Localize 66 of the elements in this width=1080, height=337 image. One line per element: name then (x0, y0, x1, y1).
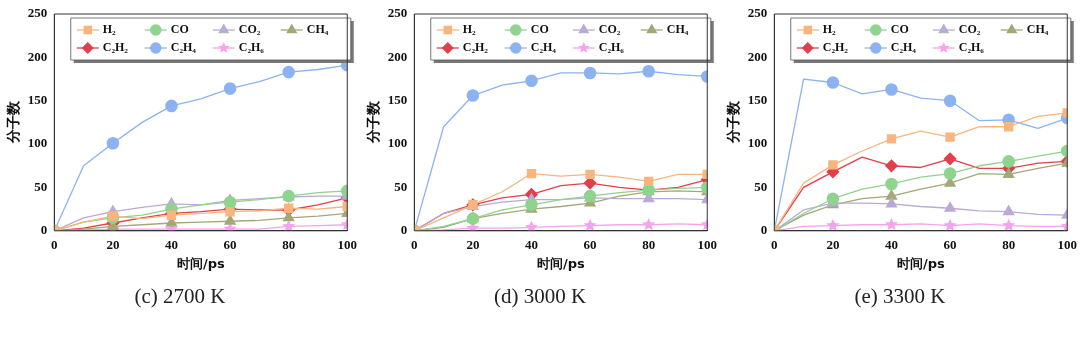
x-tick-label: 20 (466, 236, 480, 252)
x-tick-label: 100 (1057, 236, 1077, 252)
x-tick-label: 100 (697, 236, 717, 252)
y-tick-label: 100 (27, 135, 48, 151)
legend-label: CO₂ (598, 22, 621, 37)
legend-label: CO (890, 22, 909, 37)
y-axis-title: 分子数 (365, 100, 382, 145)
x-tick-label: 40 (164, 236, 178, 252)
legend-label: CH₄ (306, 22, 329, 37)
x-tick-label: 0 (51, 236, 58, 252)
legend-label: C₂H₂ (102, 40, 129, 55)
legend-label: C₂H₆ (238, 40, 265, 55)
x-tick-label: 20 (826, 236, 840, 252)
y-axis-title: 分子数 (5, 100, 22, 145)
x-tick-label: 60 (223, 236, 237, 252)
y-tick-label: 200 (27, 48, 48, 64)
x-tick-label: 40 (524, 236, 538, 252)
legend-label: CO (530, 22, 549, 37)
y-tick-label: 0 (760, 222, 768, 238)
y-tick-label: 150 (27, 92, 48, 108)
legend-label: CO (170, 22, 189, 37)
x-tick-label: 80 (282, 236, 296, 252)
legend-label: H₂ (102, 22, 117, 37)
y-tick-label: 150 (747, 92, 768, 108)
x-tick-label: 60 (583, 236, 597, 252)
y-tick-label: 0 (40, 222, 48, 238)
legend-label: CO₂ (958, 22, 981, 37)
x-tick-label: 0 (411, 236, 418, 252)
y-tick-label: 200 (747, 48, 768, 64)
x-axis-title: 时间/ps (176, 255, 225, 271)
y-tick-label: 150 (387, 92, 408, 108)
legend-label: C₂H₂ (462, 40, 489, 55)
y-tick-label: 100 (747, 135, 768, 151)
legend-label: C₂H₂ (822, 40, 849, 55)
x-axis-title: 时间/ps (896, 255, 945, 271)
legend-label: C₂H₆ (958, 40, 985, 55)
y-tick-label: 250 (387, 5, 408, 21)
y-axis-title: 分子数 (725, 100, 742, 145)
y-tick-label: 250 (747, 5, 768, 21)
y-tick-label: 0 (400, 222, 408, 238)
x-axis-title: 时间/ps (536, 255, 585, 271)
y-tick-label: 50 (394, 178, 408, 194)
x-tick-label: 100 (337, 236, 357, 252)
text: (c) 2700 K (134, 284, 226, 309)
y-tick-label: 250 (27, 5, 48, 21)
text: (d) 3000 K (493, 284, 587, 309)
x-tick-label: 60 (943, 236, 957, 252)
legend-label: H₂ (462, 22, 477, 37)
text: (e) 3300 K (854, 284, 946, 309)
legend-label: C₂H₆ (598, 40, 625, 55)
x-tick-label: 20 (106, 236, 120, 252)
legend-label: CO₂ (238, 22, 261, 37)
x-tick-label: 80 (1002, 236, 1016, 252)
y-tick-label: 50 (754, 178, 768, 194)
legend-label: C₂H₄ (890, 40, 917, 55)
legend-label: CH₄ (1026, 22, 1049, 37)
x-tick-label: 80 (642, 236, 656, 252)
y-tick-label: 100 (387, 135, 408, 151)
y-tick-label: 200 (387, 48, 408, 64)
x-tick-label: 0 (771, 236, 778, 252)
legend-label: CH₄ (666, 22, 689, 37)
x-tick-label: 40 (884, 236, 898, 252)
legend-label: C₂H₄ (170, 40, 197, 55)
legend-label: H₂ (822, 22, 837, 37)
legend-label: C₂H₄ (530, 40, 557, 55)
y-tick-label: 50 (34, 178, 48, 194)
